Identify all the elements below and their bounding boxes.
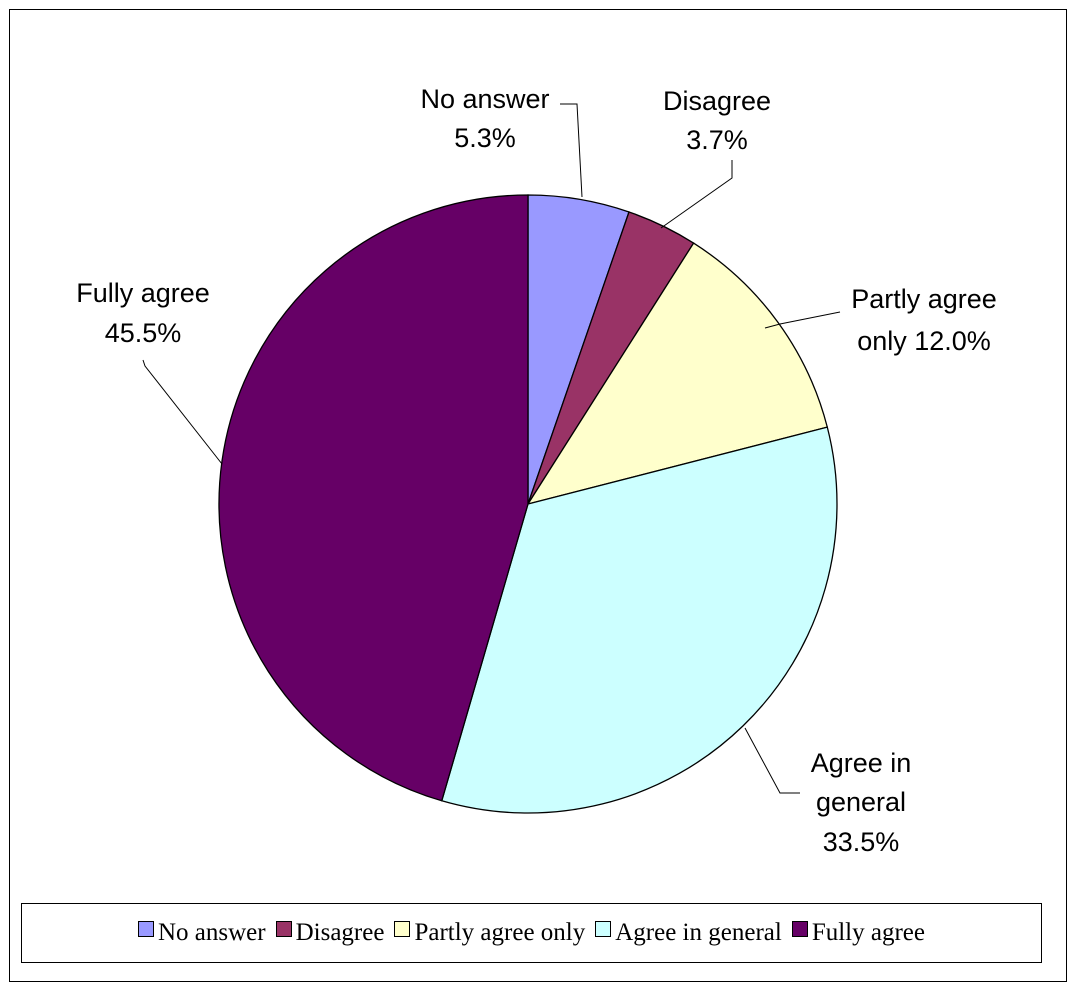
leader-line-fully-agree [142,359,223,465]
legend-swatch-fully-agree [791,921,808,937]
data-label-fully-agree-name: Fully agree [76,278,210,308]
legend-item-disagree: Disagree [275,919,385,947]
data-label-no-answer-name: No answer [420,84,549,114]
leader-line-partly-agree-only [764,311,841,329]
data-label-partly-agree-only-name: Partly agree [851,284,997,314]
legend-label-no-answer: No answer [158,919,266,946]
legend-label-fully-agree: Fully agree [811,919,925,946]
data-label-partly-agree-only-value: only 12.0% [857,326,991,356]
leader-line-no-answer [560,103,583,198]
data-label-no-answer-value: 5.3% [454,123,516,153]
pie-slice-partly-agree-only [526,242,829,506]
legend-item-partly-agree-only: Partly agree only [394,919,585,947]
legend-label-disagree: Disagree [295,919,385,946]
pie-slice-fully-agree [218,194,529,802]
leader-lines [142,103,841,794]
data-label-disagree-value: 3.7% [686,125,748,155]
data-label-agree-in-general-line2: general [816,787,906,817]
legend-swatch-agree-in-general [595,921,612,937]
legend-swatch-partly-agree-only [394,921,411,937]
pie-slice-agree-in-general [440,426,838,814]
legend-item-no-answer: No answer [138,919,266,947]
data-label-fully-agree-value: 45.5% [105,318,182,348]
legend-label-partly-agree-only: Partly agree only [414,919,586,946]
pie-slices [218,194,838,814]
legend-label-agree-in-general: Agree in general [615,919,782,946]
data-label-agree-in-general-name: Agree in [811,748,912,778]
legend-item-fully-agree: Fully agree [791,919,925,947]
legend-swatch-disagree [275,921,292,937]
legend-swatch-no-answer [138,921,154,937]
legend-item-agree-in-general: Agree in general [595,919,782,947]
leader-line-disagree [660,160,733,229]
legend: No answer Disagree Partly agree only Agr… [21,903,1042,963]
leader-line-agree-in-general [744,727,800,794]
data-label-agree-in-general-value: 33.5% [823,827,900,857]
data-label-disagree-name: Disagree [663,86,771,116]
